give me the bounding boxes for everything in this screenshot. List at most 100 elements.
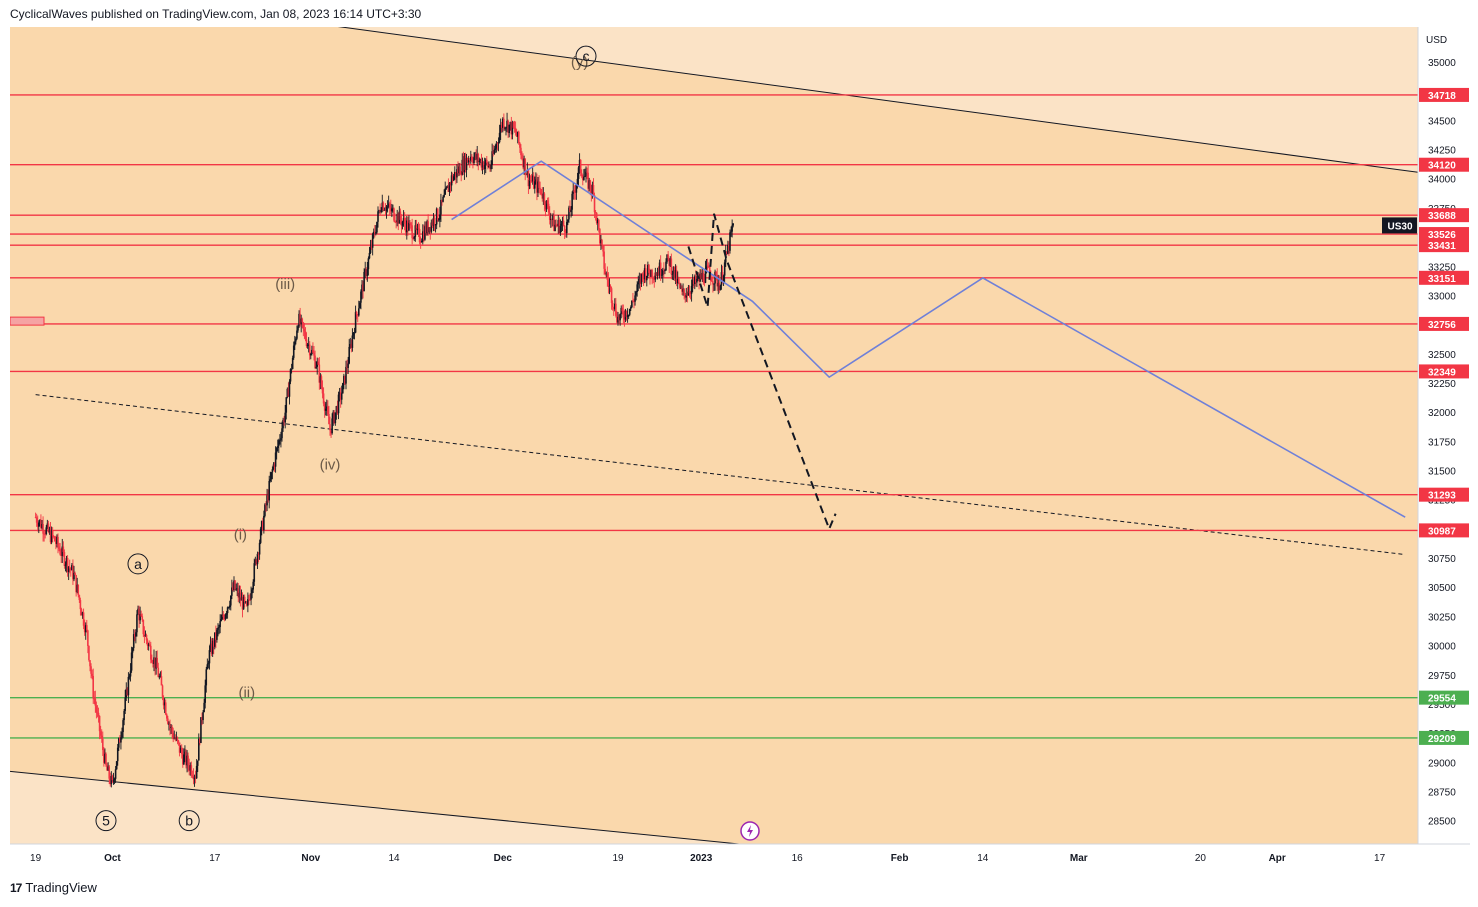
candle-body bbox=[337, 394, 340, 414]
candle-body bbox=[157, 667, 160, 677]
price-level-label: 31293 bbox=[1428, 491, 1456, 502]
forecast-path[interactable] bbox=[687, 213, 837, 532]
price-level-tag[interactable] bbox=[1419, 208, 1469, 223]
candle-body bbox=[345, 366, 347, 384]
candle-body bbox=[523, 158, 525, 168]
candle-body bbox=[634, 295, 636, 302]
candle-body bbox=[638, 278, 641, 283]
candle-body bbox=[58, 546, 60, 550]
candle-body bbox=[192, 776, 195, 780]
price-level-tag[interactable] bbox=[1419, 238, 1469, 253]
price-level-tag[interactable] bbox=[1419, 523, 1469, 538]
price-level-tag[interactable] bbox=[1419, 157, 1469, 172]
candle-body bbox=[41, 523, 43, 529]
candle-body bbox=[351, 335, 354, 348]
candle-body bbox=[159, 676, 162, 677]
candle-body bbox=[426, 221, 428, 234]
candle-body bbox=[268, 480, 270, 501]
candle-body bbox=[75, 575, 77, 593]
chart-area[interactable]: 5 a b (i) (ii) (iii) (iv) (y) c USD 28500 28750 2900… bbox=[9, 0, 1470, 907]
candle-body bbox=[153, 657, 155, 664]
candle-body bbox=[324, 408, 327, 411]
candle-body bbox=[140, 614, 142, 617]
candle-body bbox=[217, 627, 219, 630]
y-tick-label: 30750 bbox=[1428, 554, 1456, 565]
candle-body bbox=[451, 175, 454, 181]
candle-body bbox=[588, 180, 590, 189]
candle-body bbox=[72, 565, 74, 580]
price-level-tag[interactable] bbox=[1419, 270, 1469, 285]
candle-body bbox=[186, 755, 188, 766]
price-level-tag[interactable] bbox=[1419, 87, 1469, 102]
candle-body bbox=[247, 599, 249, 606]
candle-body bbox=[650, 269, 652, 277]
candle-body bbox=[471, 156, 473, 161]
candle-body bbox=[604, 268, 606, 274]
candle-body bbox=[680, 287, 682, 289]
candle-body bbox=[315, 366, 317, 368]
price-chart[interactable]: 5 a b (i) (ii) (iii) (iv) (y)c USD 28500 28750 2900… bbox=[9, 0, 1470, 907]
wave-label: (i) bbox=[234, 527, 247, 544]
candle-body bbox=[210, 643, 213, 654]
price-level-tag[interactable] bbox=[1419, 227, 1469, 242]
currency-label: USD bbox=[1426, 35, 1447, 46]
candle-body bbox=[385, 206, 388, 212]
price-level-label: 32756 bbox=[1428, 320, 1456, 331]
candle-body bbox=[292, 345, 295, 358]
candle-body bbox=[330, 430, 332, 434]
candle-body bbox=[131, 648, 134, 653]
x-tick-label: 19 bbox=[30, 853, 42, 864]
candle-body bbox=[139, 614, 141, 621]
candle-body bbox=[482, 162, 485, 170]
candle-body bbox=[449, 183, 452, 186]
candle-body bbox=[214, 632, 216, 647]
candle-body bbox=[171, 726, 173, 733]
candle-body bbox=[209, 643, 212, 651]
median-dashed-line[interactable] bbox=[35, 394, 1406, 556]
price-level-tag[interactable] bbox=[1419, 316, 1469, 331]
candle-body bbox=[617, 317, 619, 323]
candle-body bbox=[653, 278, 656, 280]
candle-body bbox=[144, 634, 147, 637]
candle-body bbox=[398, 211, 401, 224]
candle-body bbox=[478, 160, 481, 163]
candle-body bbox=[81, 612, 84, 616]
price-level-tag[interactable] bbox=[1419, 690, 1469, 705]
candle-body bbox=[150, 645, 152, 660]
candle-body bbox=[135, 632, 137, 637]
y-tick-label: 34250 bbox=[1428, 146, 1456, 157]
candle-body bbox=[174, 737, 177, 740]
price-level-tag[interactable] bbox=[1419, 364, 1469, 379]
price-level-tag[interactable] bbox=[1419, 487, 1469, 502]
candle-body bbox=[446, 185, 449, 188]
candle-body bbox=[676, 278, 679, 284]
y-tick-label: 32250 bbox=[1428, 379, 1456, 390]
candle-body bbox=[233, 580, 235, 591]
wave-label: (y) bbox=[571, 54, 589, 71]
candle-body bbox=[569, 207, 571, 213]
candle-body bbox=[465, 158, 468, 171]
candle-body bbox=[346, 366, 348, 368]
candle-body bbox=[558, 220, 561, 234]
candle-body bbox=[711, 280, 713, 282]
candle-body bbox=[687, 291, 690, 296]
candle-body bbox=[79, 600, 82, 610]
candle-body bbox=[535, 179, 537, 182]
candle-body bbox=[632, 300, 634, 302]
candle-body bbox=[419, 242, 422, 243]
price-level-label: 33688 bbox=[1428, 211, 1456, 222]
candle-body bbox=[124, 697, 126, 711]
symbol-tag[interactable] bbox=[1382, 217, 1417, 234]
candle-body bbox=[78, 595, 81, 601]
candle-body bbox=[450, 175, 453, 186]
candle-body bbox=[280, 438, 282, 440]
price-level-tag[interactable] bbox=[1419, 730, 1469, 745]
candle-body bbox=[230, 595, 232, 606]
candle-body bbox=[479, 159, 482, 161]
candle-body bbox=[672, 266, 675, 274]
candle-body bbox=[265, 504, 267, 506]
projection-path[interactable] bbox=[451, 160, 1406, 518]
candle-body bbox=[456, 169, 458, 178]
candle-body bbox=[511, 122, 514, 135]
candle-body bbox=[616, 315, 618, 323]
